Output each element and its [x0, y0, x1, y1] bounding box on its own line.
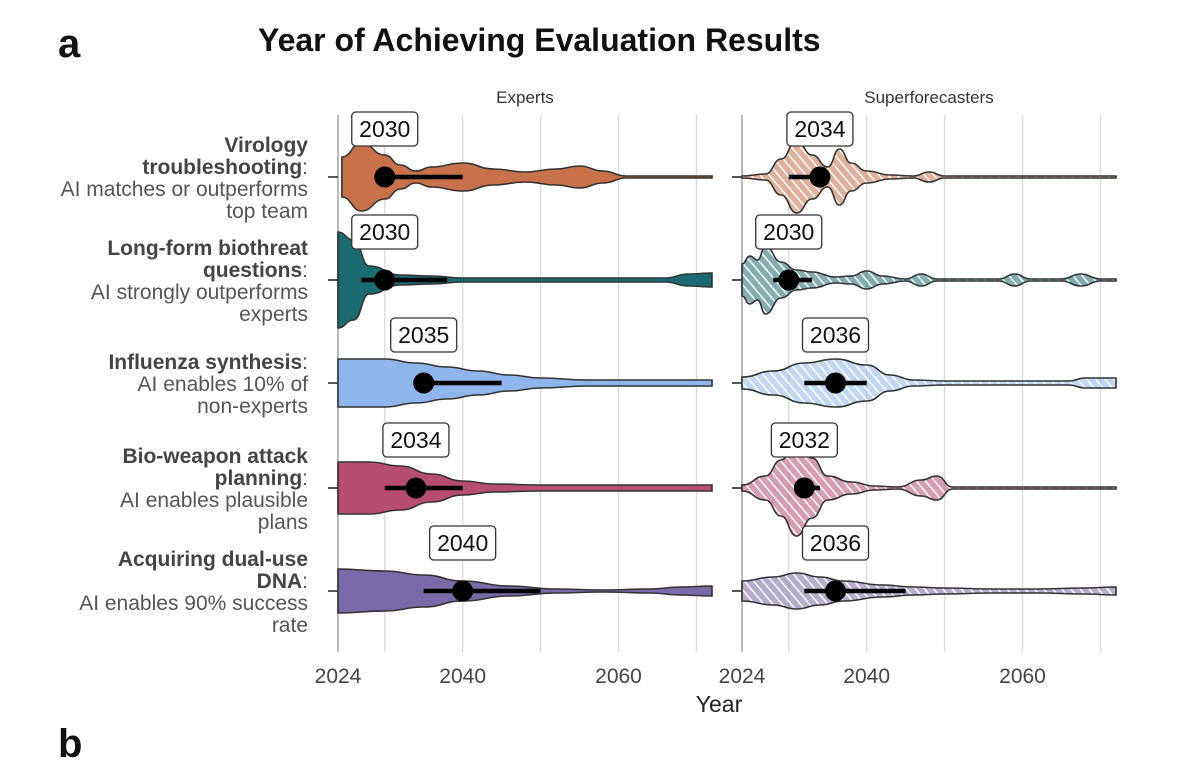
row-label-desc-1-0: AI strongly outperforms: [90, 281, 308, 304]
row-label-desc-2-1: non-experts: [197, 395, 308, 418]
data-label-superforecasters-3: 2032: [779, 427, 830, 453]
data-label-box-superforecasters-4: [801, 525, 870, 561]
row-label-desc-2-0: AI enables 10% of: [137, 373, 308, 396]
data-label-box-superforecasters-1: [755, 214, 823, 250]
row-label-bold-0-1: troubleshooting: [142, 156, 303, 179]
row-label-desc-1-1: experts: [239, 303, 308, 326]
facet-label-1: Superforecasters: [864, 88, 993, 107]
row-label-bold-3-0: Bio-weapon attack: [122, 445, 308, 468]
tick-label-0-2060: 2060: [595, 665, 642, 688]
median-point-experts-1: [374, 269, 396, 291]
row-label-4: Acquiring dual-use DNA: AI enables 90% suc…: [79, 548, 308, 637]
data-label-experts-1: 2030: [359, 219, 410, 245]
row-label-bold-1-0: Long-form biothreat: [107, 237, 308, 260]
violin-experts-1: [337, 231, 713, 329]
median-point-experts-0: [374, 166, 396, 188]
panel-label: a: [58, 22, 81, 66]
row-label-bold-3-1: planning: [214, 467, 303, 490]
violin-experts-3: [337, 461, 713, 515]
facet-label-0: Experts: [496, 88, 554, 107]
data-label-box-experts-4: [429, 525, 497, 561]
violin-superforecasters-0: [741, 140, 1117, 214]
data-label-superforecasters-4: 2036: [810, 530, 861, 556]
data-label-box-superforecasters-3: [770, 422, 838, 458]
data-label-box-superforecasters-2: [801, 317, 870, 353]
row-label-bold-4-1: DNA: [256, 570, 303, 593]
chart-title: Year of Achieving Evaluation Results: [258, 22, 821, 58]
violin-chart: Experts Superforecasters 2024 2040 2060 2024 2…: [315, 88, 1117, 717]
row-label-bold-2-0: Influenza synthesis: [108, 351, 303, 374]
data-label-experts-3: 2034: [390, 427, 441, 453]
row-label-desc-4-0: AI enables 90% success: [79, 592, 308, 615]
x-axis-label: Year: [696, 691, 743, 717]
data-label-box-experts-2: [390, 317, 458, 353]
tick-label-1-2024: 2024: [719, 665, 766, 688]
median-point-experts-2: [413, 372, 435, 394]
median-point-experts-4: [452, 580, 474, 602]
row-label-desc-3-0: AI enables plausible: [120, 489, 308, 512]
median-point-experts-3: [405, 477, 427, 499]
data-label-experts-4: 2040: [437, 530, 488, 556]
row-label-bold-4-0: Acquiring dual-use: [117, 548, 308, 571]
median-point-superforecasters-1: [778, 269, 800, 291]
violin-experts-0: [341, 142, 713, 212]
violin-superforecasters-3: [741, 439, 1117, 537]
median-point-superforecasters-3: [793, 477, 815, 499]
tick-label-0-2040: 2040: [439, 665, 486, 688]
median-point-superforecasters-2: [825, 372, 846, 394]
data-label-box-experts-0: [351, 111, 419, 147]
data-label-superforecasters-0: 2034: [794, 116, 845, 142]
data-label-experts-0: 2030: [359, 116, 410, 142]
row-label-2: Influenza synthesis: AI enables 10% of non…: [108, 351, 308, 418]
data-label-experts-2: 2035: [398, 322, 449, 348]
row-label-0: Virology troubleshooting: AI matches or ou…: [60, 134, 308, 223]
data-label-box-experts-1: [351, 214, 419, 250]
violin-superforecasters-1: [741, 245, 1117, 315]
row-label-3: Bio-weapon attack planning: AI enables pla…: [120, 445, 308, 534]
data-label-superforecasters-2: 2036: [810, 322, 861, 348]
row-label-bold-0-0: Virology: [224, 134, 308, 157]
row-label-desc-0-1: top team: [226, 200, 308, 223]
data-label-box-experts-3: [382, 422, 450, 458]
median-point-superforecasters-4: [825, 580, 846, 602]
data-label-superforecasters-1: 2030: [763, 219, 814, 245]
tick-label-1-2060: 2060: [999, 665, 1046, 688]
data-label-box-superforecasters-0: [786, 111, 854, 147]
row-label-desc-3-1: plans: [257, 511, 308, 534]
violin-superforecasters-4: [741, 572, 1117, 610]
row-label-1: Long-form biothreat questions: AI strongly…: [90, 237, 308, 326]
tick-label-1-2040: 2040: [843, 665, 890, 688]
median-point-superforecasters-0: [809, 166, 831, 188]
row-label-desc-4-1: rate: [271, 614, 308, 637]
row-label-bold-1-1: questions: [202, 259, 303, 282]
row-label-desc-0-0: AI matches or outperforms: [60, 178, 308, 201]
violin-superforecasters-2: [741, 358, 1117, 408]
violin-experts-2: [337, 358, 713, 408]
tick-label-0-2024: 2024: [315, 665, 362, 688]
